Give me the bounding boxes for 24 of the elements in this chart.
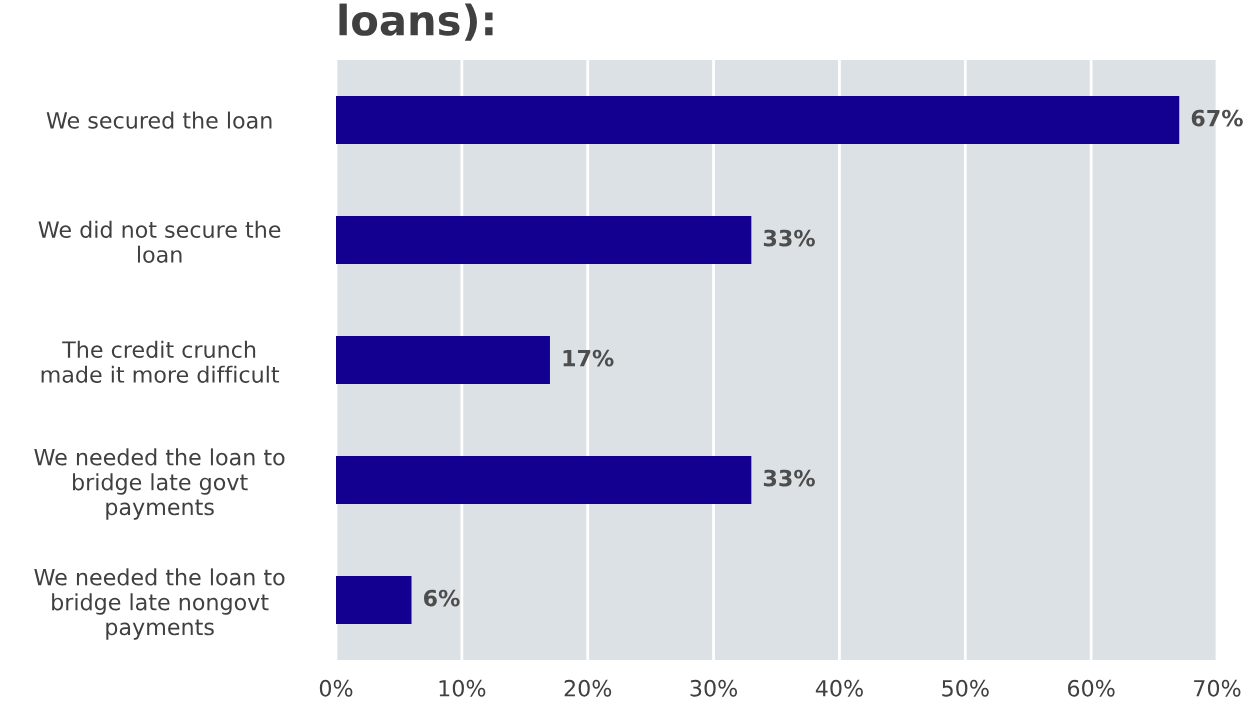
x-tick-label: 60% — [1068, 679, 1115, 697]
bar — [336, 216, 752, 264]
y-tick-label: The credit crunch made it more difficult — [41, 340, 280, 383]
bar — [336, 456, 752, 504]
bar — [336, 96, 1180, 144]
x-tick-label: 30% — [690, 679, 738, 697]
bar — [336, 576, 412, 624]
chart-title: loans): — [339, 3, 493, 41]
y-tick-label: We did not secure the loan — [38, 220, 281, 263]
x-tick-label: 50% — [942, 679, 989, 697]
y-tick-label: We needed the loan to bridge late nongovt payments — [34, 568, 285, 640]
y-tick-label: We needed the loan to bridge late govt payments — [34, 448, 285, 520]
bar — [336, 336, 550, 384]
data-label: 33% — [763, 469, 815, 487]
data-label: 17% — [563, 349, 614, 367]
data-label: 6% — [424, 589, 460, 607]
x-tick-label: 0% — [319, 679, 353, 697]
x-tick-label: 10% — [439, 679, 486, 697]
data-label: 67% — [1191, 109, 1243, 127]
x-tick-label: 40% — [815, 679, 863, 697]
y-tick-label: We secured the loan — [46, 111, 272, 129]
data-label: 33% — [763, 229, 815, 247]
x-tick-label: 20% — [564, 679, 612, 697]
x-tick-label: 70% — [1194, 679, 1241, 697]
